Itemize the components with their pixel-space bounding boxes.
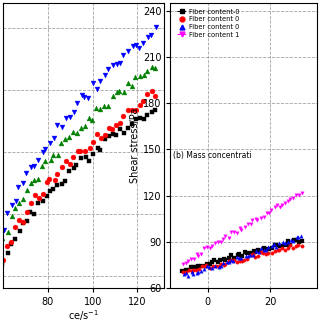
Y-axis label: Shear stress/Pa: Shear stress/Pa bbox=[130, 108, 140, 183]
Text: (b) Mass concentrati: (b) Mass concentrati bbox=[173, 151, 252, 160]
X-axis label: ce/s$^{-1}$: ce/s$^{-1}$ bbox=[68, 308, 99, 320]
Legend: Fiber content-0, Fiber content 0, Fiber content 0, Fiber content 1: Fiber content-0, Fiber content 0, Fiber … bbox=[175, 6, 242, 40]
